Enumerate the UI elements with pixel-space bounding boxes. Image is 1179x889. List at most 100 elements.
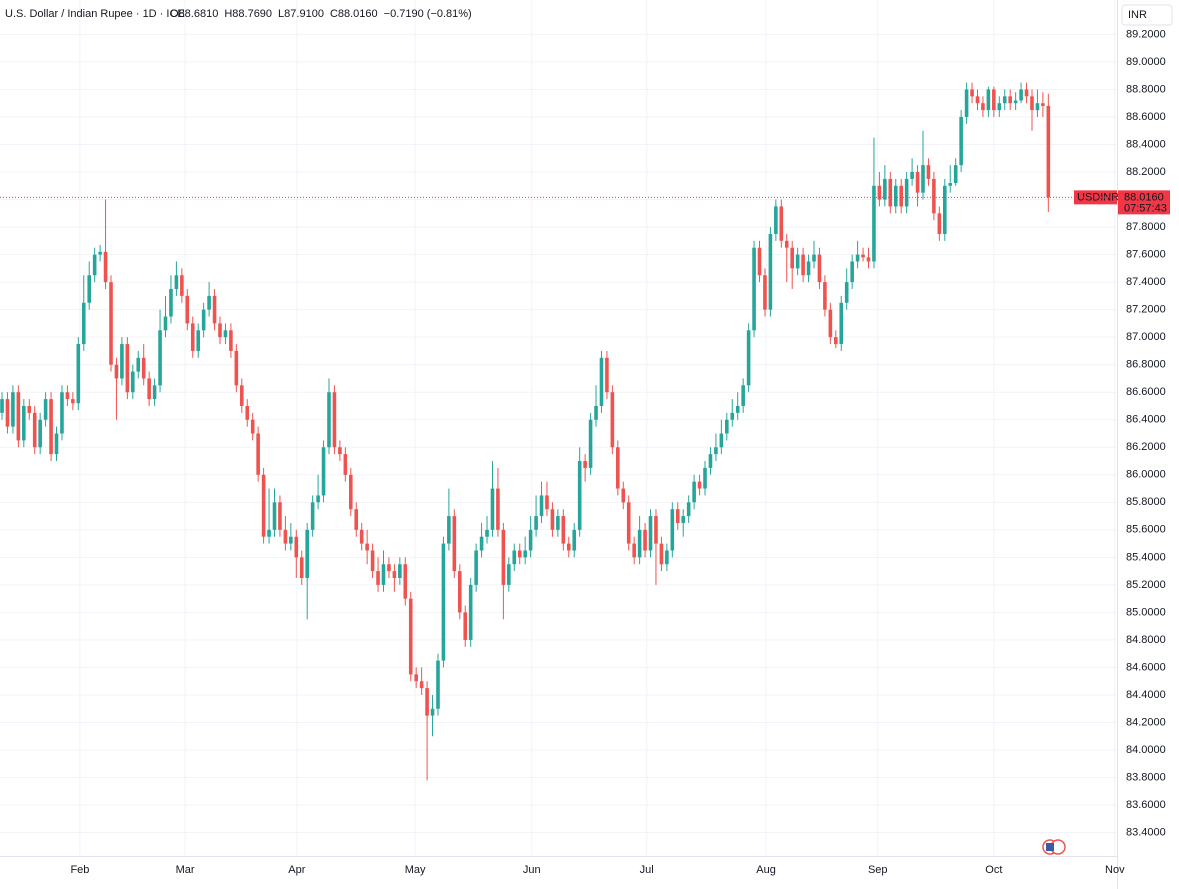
candle-body: [1041, 103, 1045, 106]
candle-body: [223, 330, 228, 338]
y-tick-label: 83.4000: [1126, 827, 1166, 839]
candle-body: [997, 103, 1002, 111]
candle-body: [708, 454, 713, 468]
candle-body: [81, 302, 86, 345]
candle-body: [22, 405, 26, 441]
price-axis: [1117, 0, 1179, 889]
quote-change: −0.7190 (−0.81%): [384, 8, 472, 20]
y-tick-label: 85.6000: [1126, 524, 1166, 536]
candle-body: [844, 282, 849, 303]
candle-body: [948, 183, 953, 186]
currency-button[interactable]: [1121, 4, 1173, 26]
candle-body: [752, 247, 756, 331]
y-tick-label: 86.4000: [1126, 414, 1166, 426]
candle-body: [823, 282, 827, 310]
candle-body: [523, 550, 527, 558]
symbol-title: U.S. Dollar / Indian Rupee · 1D · ICE: [5, 8, 185, 20]
candle-body: [267, 529, 271, 537]
candle-body: [610, 392, 615, 448]
quote: O 88.6810 H 88.7690 L 87.9100 C 88.0160 −0.7190 …: [170, 8, 472, 20]
candle-body: [289, 536, 293, 544]
candle-body: [54, 433, 59, 455]
x-tick-label: Apr: [288, 864, 305, 876]
candle-body: [1030, 96, 1034, 111]
y-tick-label: 89.0000: [1126, 56, 1166, 68]
y-tick-label: 85.0000: [1126, 606, 1166, 618]
candle-body: [180, 275, 184, 296]
candle-body: [626, 502, 631, 544]
candles: [0, 82, 1051, 781]
x-tick-label: Oct: [985, 864, 1002, 876]
candle-body: [447, 516, 451, 544]
candle-body: [245, 405, 250, 420]
candle-body: [757, 247, 762, 276]
candle-body: [588, 419, 593, 468]
candle-body: [910, 172, 914, 179]
candle-body: [528, 529, 533, 551]
candle-body: [774, 206, 778, 234]
candle-body: [365, 543, 369, 551]
candle-body: [675, 509, 680, 523]
candle-body: [321, 447, 326, 496]
candle-body: [201, 309, 206, 331]
quote-label: L: [278, 8, 284, 20]
currency[interactable]: INR: [1128, 9, 1147, 21]
candle-body: [98, 251, 102, 255]
candle-body: [463, 612, 468, 640]
candle-body: [338, 447, 342, 455]
y-tick-label: 84.2000: [1126, 716, 1166, 728]
candle-body: [643, 529, 647, 551]
candle-body: [784, 240, 789, 248]
candle-body: [725, 419, 729, 434]
candle-body: [512, 550, 517, 565]
candle-body: [147, 378, 151, 400]
flag-rect: [1046, 843, 1054, 851]
candle-body: [501, 529, 506, 585]
y-tick-label: 87.4000: [1126, 276, 1166, 288]
candle-body: [207, 295, 211, 310]
candle-body: [692, 481, 696, 503]
candle-body: [975, 96, 980, 104]
flag-icon: [1042, 839, 1066, 855]
candle-body: [261, 474, 266, 537]
candle-body: [0, 399, 4, 413]
candle-body: [730, 412, 735, 420]
candle-body: [703, 467, 707, 489]
candle-body: [686, 502, 691, 517]
candle-body: [648, 516, 653, 551]
candle-body: [479, 536, 484, 551]
quote-label: H: [224, 8, 232, 20]
candle-body: [278, 502, 282, 530]
candle-body: [185, 295, 190, 324]
y-tick-label: 85.4000: [1126, 551, 1166, 563]
price-tag-countdown: 07:57:43: [1124, 202, 1167, 214]
x-tick-label: Jun: [523, 864, 541, 876]
y-tick-label: 87.2000: [1126, 304, 1166, 316]
candle-body: [468, 584, 473, 640]
candle-body: [1013, 100, 1018, 104]
candle-body: [43, 399, 48, 420]
candle-body: [419, 681, 424, 689]
candle-body: [403, 564, 408, 599]
candle-body: [49, 399, 53, 455]
candle-body: [125, 344, 130, 393]
candle-body: [294, 536, 299, 558]
candle-body: [926, 165, 931, 179]
candle-body: [436, 660, 440, 709]
candle-body: [11, 392, 15, 427]
candle-body: [190, 323, 195, 351]
quote-label: C: [330, 8, 338, 20]
candle-body: [76, 344, 81, 404]
candle-body: [5, 399, 10, 427]
quote-value: 87.9100: [284, 8, 324, 20]
candle-body: [332, 392, 337, 448]
x-tick-label: Mar: [176, 864, 195, 876]
candle-body: [327, 392, 331, 448]
y-tick-label: 84.4000: [1126, 689, 1166, 701]
candle-body: [741, 385, 745, 406]
candle-body: [964, 89, 969, 117]
candle-body: [234, 350, 239, 386]
candle-body: [103, 251, 108, 283]
candle-body: [605, 357, 609, 393]
